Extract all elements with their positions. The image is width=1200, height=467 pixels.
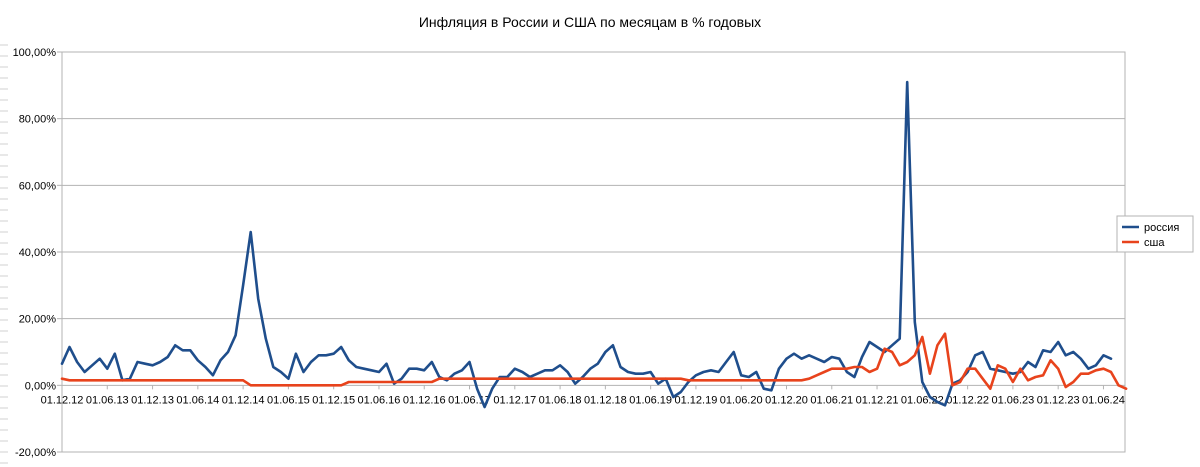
x-tick-label: 01.12.23 xyxy=(1037,394,1080,406)
chart-title: Инфляция в России и США по месяцам в % г… xyxy=(419,14,761,30)
x-axis: 01.12.12 01.06.13 01.12.13 01.06.14 01.12.14… xyxy=(41,385,1125,406)
x-tick-label: 01.06.14 xyxy=(176,394,219,406)
legend-label-1: сша xyxy=(1144,237,1165,249)
x-tick-label: 01.06.13 xyxy=(86,394,129,406)
x-tick-label: 01.06.19 xyxy=(629,394,672,406)
left-margin-lines xyxy=(0,44,8,464)
x-tick-label: 01.12.20 xyxy=(765,394,808,406)
x-tick-label: 01.12.18 xyxy=(584,394,627,406)
series-line-1 xyxy=(60,332,1128,391)
y-tick-label: 100,00% xyxy=(13,47,57,59)
x-tick-label: 01.12.19 xyxy=(675,394,718,406)
legend: россия сша xyxy=(1116,215,1194,253)
x-tick-label: 01.06.20 xyxy=(720,394,763,406)
x-tick-label: 01.12.17 xyxy=(493,394,536,406)
x-tick-label: 01.12.14 xyxy=(222,394,265,406)
y-axis: -20,00% 0,00% 20,00% 40,00% 60,00% 80,00% 100,… xyxy=(13,47,62,459)
x-tick-label: 01.12.22 xyxy=(946,394,989,406)
y-tick-label: 0,00% xyxy=(25,380,56,392)
x-tick-label: 01.06.18 xyxy=(539,394,582,406)
y-tick-label: 80,00% xyxy=(19,114,57,126)
y-tick-label: 20,00% xyxy=(19,314,57,326)
series-lines xyxy=(60,80,1128,409)
x-tick-label: 01.06.21 xyxy=(810,394,853,406)
x-tick-label: 01.12.15 xyxy=(312,394,355,406)
x-tick-label: 01.12.13 xyxy=(131,394,174,406)
x-tick-label: 01.06.23 xyxy=(991,394,1034,406)
series-line-0 xyxy=(60,80,1113,409)
x-tick-label: 01.12.16 xyxy=(403,394,446,406)
x-tick-label: 01.12.12 xyxy=(41,394,84,406)
x-tick-label: 01.06.24 xyxy=(1082,394,1125,406)
x-tick-label: 01.06.16 xyxy=(358,394,401,406)
y-tick-label: -20,00% xyxy=(15,447,56,459)
y-tick-label: 60,00% xyxy=(19,180,57,192)
x-tick-label: 01.12.21 xyxy=(856,394,899,406)
grid xyxy=(61,51,1126,453)
x-tick-label: 01.06.15 xyxy=(267,394,310,406)
legend-label-0: россия xyxy=(1144,222,1179,234)
legend-box xyxy=(1116,215,1194,253)
x-tick-label: 01.06.22 xyxy=(901,394,944,406)
y-tick-label: 40,00% xyxy=(19,247,57,259)
